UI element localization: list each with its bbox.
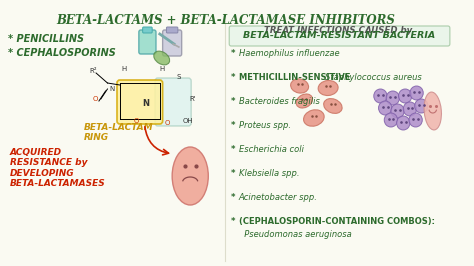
Text: METHICILLIN-SENSITIVE: METHICILLIN-SENSITIVE <box>239 73 353 82</box>
Text: *: * <box>231 49 238 58</box>
FancyBboxPatch shape <box>166 27 178 33</box>
Text: *: * <box>231 97 238 106</box>
Circle shape <box>374 89 387 103</box>
Ellipse shape <box>318 81 338 95</box>
Text: O: O <box>164 120 170 126</box>
Ellipse shape <box>424 92 441 130</box>
FancyBboxPatch shape <box>139 30 156 54</box>
Ellipse shape <box>324 99 342 113</box>
Text: Proteus spp.: Proteus spp. <box>239 121 291 130</box>
Circle shape <box>399 89 412 103</box>
Ellipse shape <box>291 79 309 93</box>
Text: N: N <box>142 98 149 107</box>
Circle shape <box>384 113 398 127</box>
Circle shape <box>386 91 400 105</box>
FancyBboxPatch shape <box>229 26 450 46</box>
Text: * CEPHALOSPORINS: * CEPHALOSPORINS <box>8 48 115 58</box>
FancyBboxPatch shape <box>155 78 191 126</box>
Text: *: * <box>231 145 238 154</box>
Text: * PENICILLINS: * PENICILLINS <box>8 34 83 44</box>
Text: BETA-LACTAM-RESISTANT BACTERIA: BETA-LACTAM-RESISTANT BACTERIA <box>244 31 436 40</box>
Text: O: O <box>92 96 98 102</box>
FancyBboxPatch shape <box>143 27 152 33</box>
Text: *: * <box>231 73 238 82</box>
Text: (CEPHALOSPORIN-CONTAINING COMBOS):: (CEPHALOSPORIN-CONTAINING COMBOS): <box>239 217 435 226</box>
Ellipse shape <box>303 110 324 126</box>
Text: Klebsiella spp.: Klebsiella spp. <box>239 169 299 178</box>
Circle shape <box>397 116 410 130</box>
FancyBboxPatch shape <box>117 80 163 124</box>
Text: Haemophilus influenzae: Haemophilus influenzae <box>239 49 339 58</box>
FancyBboxPatch shape <box>163 30 182 56</box>
Circle shape <box>410 86 423 100</box>
Text: BETA-LACTAMS + BETA-LACTAMASE INHIBITORS: BETA-LACTAMS + BETA-LACTAMASE INHIBITORS <box>56 14 395 27</box>
Text: H: H <box>159 66 164 72</box>
Ellipse shape <box>172 147 208 205</box>
Text: S: S <box>177 74 181 80</box>
Circle shape <box>415 99 428 113</box>
Text: *: * <box>231 217 238 226</box>
Text: TREAT INFECTIONS CAUSED by: TREAT INFECTIONS CAUSED by <box>264 26 412 35</box>
Circle shape <box>379 101 392 115</box>
Text: Acinetobacter spp.: Acinetobacter spp. <box>239 193 318 202</box>
Circle shape <box>409 113 422 127</box>
Text: *: * <box>231 121 238 130</box>
Ellipse shape <box>296 94 312 108</box>
Text: H: H <box>121 66 126 72</box>
Text: *: * <box>231 169 238 178</box>
Text: Pseudomonas aeruginosa: Pseudomonas aeruginosa <box>239 230 352 239</box>
Text: OH: OH <box>183 118 194 124</box>
Text: O: O <box>133 118 139 124</box>
Text: Escherichia coli: Escherichia coli <box>239 145 304 154</box>
Text: *: * <box>231 193 238 202</box>
Text: N: N <box>109 86 115 92</box>
Text: ACQUIRED
RESISTANCE by
DEVELOPING
BETA-LACTAMASES: ACQUIRED RESISTANCE by DEVELOPING BETA-L… <box>9 148 105 188</box>
Text: R': R' <box>190 96 196 102</box>
Circle shape <box>391 104 404 118</box>
Text: BETA-LACTAM
RING: BETA-LACTAM RING <box>84 123 153 142</box>
Text: Bacteroides fragilis: Bacteroides fragilis <box>239 97 319 106</box>
Text: R²: R² <box>90 68 97 74</box>
Circle shape <box>403 102 417 116</box>
Text: Staphylococcus aureus: Staphylococcus aureus <box>325 73 421 82</box>
Ellipse shape <box>154 51 170 65</box>
